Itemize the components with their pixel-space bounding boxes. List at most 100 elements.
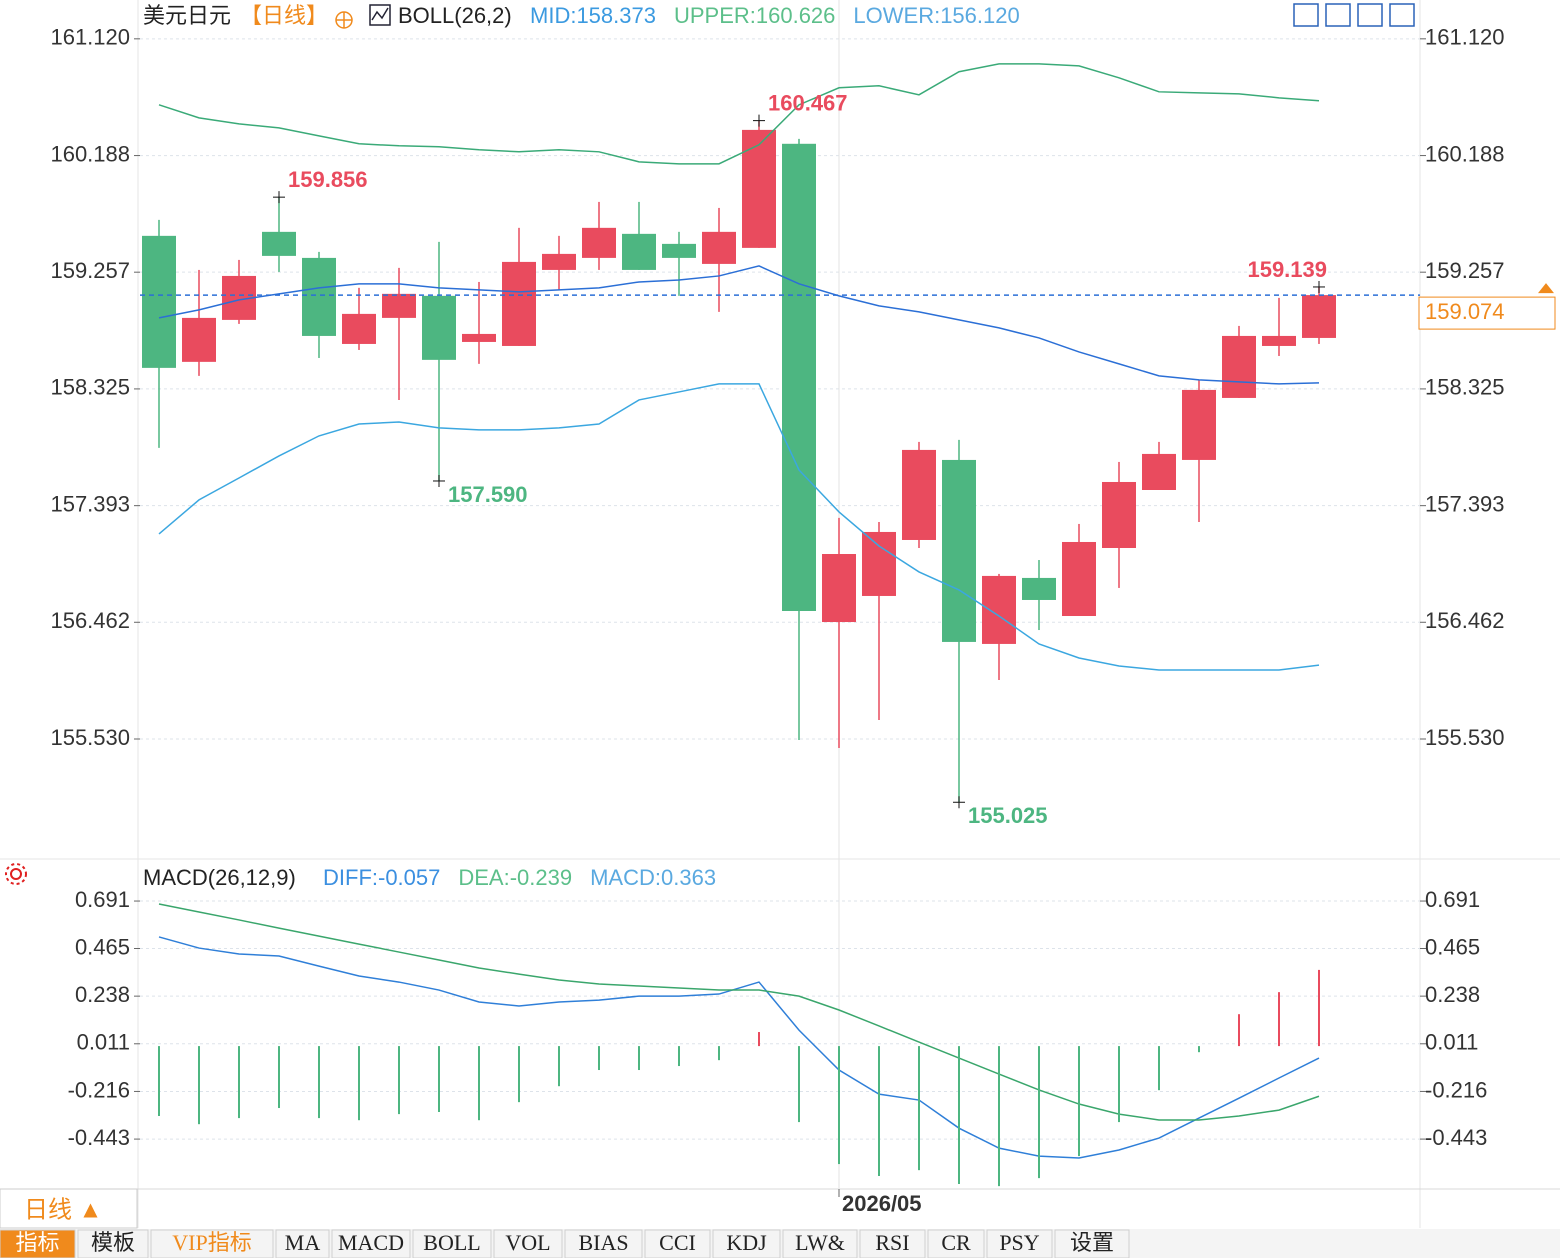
candle-body: [462, 333, 496, 342]
y-tick-label: 0.238: [75, 982, 130, 1007]
tab[interactable]: [564, 1229, 643, 1258]
tab[interactable]: [986, 1229, 1053, 1258]
indicator-icon: [371, 7, 389, 21]
y-tick-label: 160.188: [50, 141, 130, 166]
extreme-label: 157.590: [448, 482, 528, 507]
candle-body: [1102, 481, 1136, 548]
candle-body: [662, 243, 696, 258]
boll-line: [158, 63, 1320, 165]
tab-label[interactable]: 模板: [91, 1230, 135, 1255]
y-tick-label-right: 161.120: [1425, 25, 1505, 50]
indicator-name: BOLL(26,2): [398, 3, 512, 28]
tab-label[interactable]: BIAS: [578, 1230, 628, 1255]
extreme-label: 159.856: [288, 167, 368, 192]
tab-label[interactable]: VOL: [505, 1230, 550, 1255]
sun-icon[interactable]: [10, 868, 22, 880]
current-price-arrow: [1538, 283, 1554, 294]
tab[interactable]: [275, 1229, 330, 1258]
tab-label[interactable]: MA: [285, 1230, 321, 1255]
period-selector[interactable]: 日线 ▲: [24, 1196, 102, 1223]
candle-body: [702, 231, 736, 264]
tab[interactable]: [644, 1229, 711, 1258]
legend-item: UPPER:160.626: [674, 3, 835, 28]
toolbar: [1293, 3, 1415, 27]
tab[interactable]: [927, 1229, 985, 1258]
y-tick-label-right: 160.188: [1425, 141, 1505, 166]
legend-item: DIFF:-0.057: [323, 865, 440, 890]
y-tick-label-right: 158.325: [1425, 375, 1505, 400]
y-tick-label-right: 0.011: [1425, 1030, 1478, 1055]
tab-label[interactable]: BOLL: [423, 1230, 480, 1255]
y-tick-label: 0.691: [75, 887, 130, 912]
sun-icon: [5, 863, 27, 885]
tab[interactable]: [77, 1229, 149, 1258]
tool-icon[interactable]: [1293, 3, 1319, 27]
y-tick-label-right: 0.238: [1425, 982, 1480, 1007]
tool-icon[interactable]: [1389, 3, 1415, 27]
candle-body: [822, 554, 856, 623]
x-tick-label: 2026/05: [842, 1191, 922, 1216]
tab[interactable]: [782, 1229, 858, 1258]
boll-line: [158, 265, 1320, 385]
period-box[interactable]: [0, 1188, 138, 1229]
tab[interactable]: [712, 1229, 781, 1258]
legend-item: DEA:-0.239: [458, 865, 572, 890]
tool-icon[interactable]: [1357, 3, 1383, 27]
y-tick-label-right: 159.257: [1425, 258, 1505, 283]
extreme-label: 160.467: [768, 90, 848, 115]
period[interactable]: 【日线】: [240, 3, 328, 28]
sun-icon: [5, 863, 27, 885]
candle-body: [782, 143, 816, 611]
y-tick-label-right: 0.691: [1425, 887, 1480, 912]
candle-body: [1142, 453, 1176, 490]
tab[interactable]: [0, 1229, 76, 1258]
candle-body: [1222, 335, 1256, 398]
tab[interactable]: [1054, 1229, 1130, 1258]
y-tick-label: 159.257: [50, 258, 130, 283]
tab-label[interactable]: KDJ: [726, 1230, 767, 1255]
tab-label[interactable]: VIP指标: [172, 1230, 251, 1255]
tab[interactable]: [859, 1229, 926, 1258]
y-tick-label: -0.443: [68, 1125, 130, 1150]
tool-icon[interactable]: [1325, 3, 1351, 27]
candle-body: [382, 293, 416, 318]
y-tick-label: 161.120: [50, 25, 130, 50]
tab-label[interactable]: PSY: [999, 1230, 1039, 1255]
tab-label[interactable]: CR: [941, 1230, 971, 1255]
candle-body: [622, 233, 656, 270]
tab[interactable]: [412, 1229, 492, 1258]
y-tick-label-right: 157.393: [1425, 491, 1505, 516]
candle-body: [1182, 389, 1216, 460]
y-tick-label: 155.530: [50, 725, 130, 750]
candle-body: [502, 261, 536, 346]
tab[interactable]: [493, 1229, 563, 1258]
candle-body: [1302, 295, 1336, 338]
y-tick-label: -0.216: [68, 1077, 130, 1102]
legend-item: LOWER:156.120: [853, 3, 1019, 28]
tab-label[interactable]: MACD: [338, 1230, 404, 1255]
tab-label[interactable]: 指标: [15, 1230, 59, 1255]
candle-body: [1262, 335, 1296, 346]
candle-body: [982, 575, 1016, 644]
tab-label[interactable]: RSI: [875, 1230, 909, 1255]
current-price-box: [1418, 296, 1556, 330]
candle-body: [862, 531, 896, 596]
candle-body: [182, 317, 216, 362]
y-tick-label: 0.465: [75, 934, 130, 959]
y-tick-label-right: 0.465: [1425, 934, 1480, 959]
tab[interactable]: [150, 1229, 274, 1258]
legend-item: MACD:0.363: [590, 865, 716, 890]
tab-label[interactable]: LW&: [795, 1230, 845, 1255]
y-tick-label: 156.462: [50, 608, 130, 633]
indicator-icon[interactable]: [369, 4, 391, 26]
macd-title: MACD(26,12,9): [143, 865, 296, 890]
macd-line: [158, 936, 1320, 1159]
candle-body: [942, 459, 976, 642]
extreme-label: 155.025: [968, 803, 1048, 828]
tab-label[interactable]: 设置: [1070, 1230, 1114, 1255]
tab-label[interactable]: CCI: [659, 1230, 696, 1255]
legend-item: MID:158.373: [530, 3, 656, 28]
tab[interactable]: [331, 1229, 411, 1258]
